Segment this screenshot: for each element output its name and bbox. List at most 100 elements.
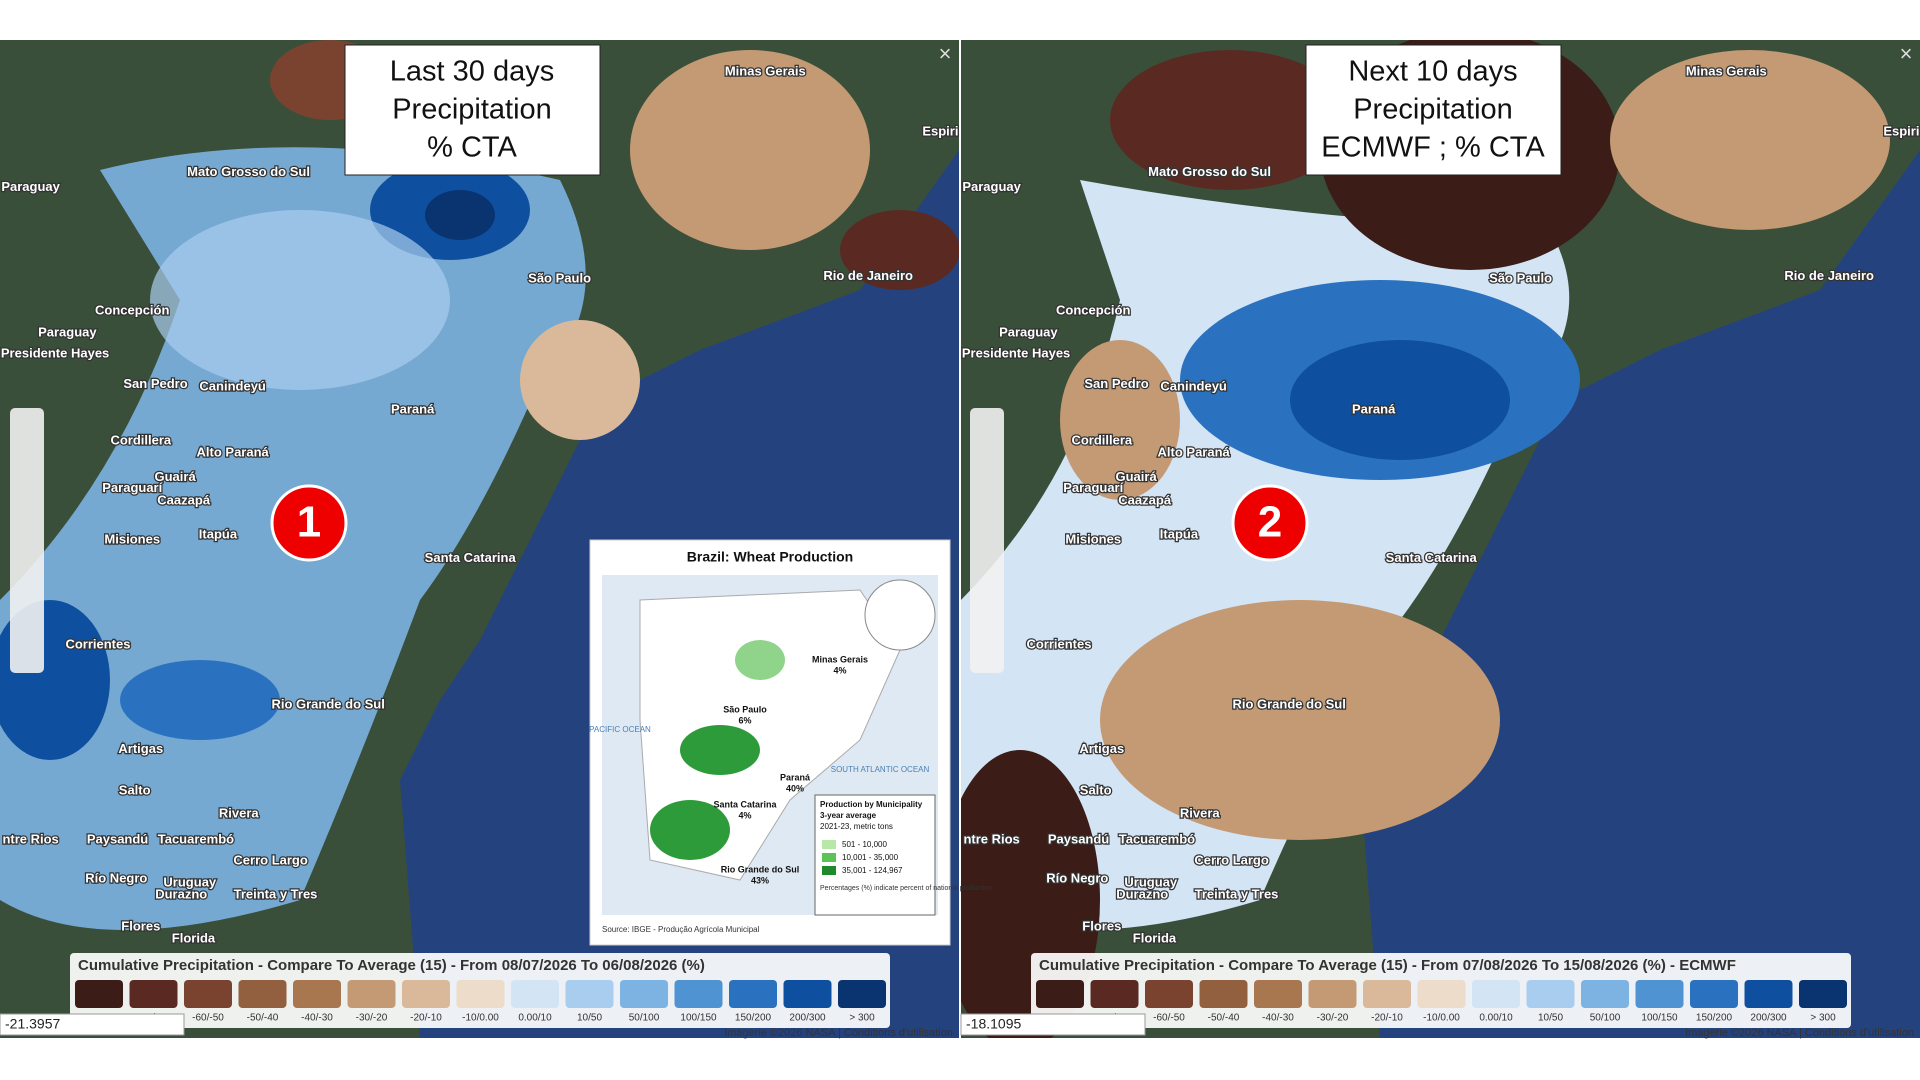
map-label: Minas Gerais: [1686, 64, 1767, 79]
legend-swatch: [1744, 980, 1793, 1008]
map-label: San Pedro: [123, 376, 187, 391]
map-label: Flores: [1082, 918, 1121, 933]
map-label: Itapúa: [199, 527, 238, 542]
legend-swatch: [511, 980, 559, 1008]
legend-label: -60/-50: [1153, 1013, 1185, 1024]
legend-label: 100/150: [680, 1013, 717, 1024]
map-label: Mato Grosso do Sul: [1148, 164, 1271, 179]
map-label: Paraguay: [38, 324, 97, 339]
map-label: Misiones: [104, 531, 160, 546]
legend-title: Cumulative Precipitation - Compare To Av…: [78, 957, 705, 974]
inset-state: 4%: [738, 810, 751, 820]
legend-label: -20/-10: [410, 1013, 442, 1024]
map-label: Cerro Largo: [233, 852, 307, 867]
legend-swatch: [1254, 980, 1302, 1008]
map-label: Salto: [119, 782, 151, 797]
inset-state: 4%: [833, 665, 846, 675]
legend-swatch: [1417, 980, 1466, 1008]
map-label: San Pedro: [1084, 376, 1148, 391]
map-label: Florida: [1133, 931, 1177, 946]
legend-swatch: [1145, 980, 1193, 1008]
map-label: São Paulo: [1489, 271, 1552, 286]
map-label: Paraná: [391, 402, 435, 417]
legend-label: 0.00/10: [1479, 1013, 1513, 1024]
title-line: Last 30 days: [390, 56, 554, 88]
map-label: Guairá: [1116, 469, 1158, 484]
map-label: Presidente Hayes: [962, 345, 1070, 360]
map-label: Alto Paraná: [1158, 444, 1231, 459]
inset-ocean: PACIFIC OCEAN: [589, 725, 651, 734]
title-box: [1305, 44, 1562, 176]
coordinates: -21.3957: [5, 1016, 60, 1032]
inset-state: Paraná: [780, 772, 811, 782]
map-label: Paraguay: [999, 324, 1058, 339]
legend-label: 50/100: [1590, 1013, 1621, 1024]
legend-swatch: [238, 980, 287, 1008]
inset-source: Source: IBGE - Produção Agrícola Municip…: [602, 925, 760, 934]
title-line: % CTA: [427, 132, 517, 164]
legend-swatch: [565, 980, 614, 1008]
inset: [589, 539, 951, 946]
legend-label: -30/-20: [1317, 1013, 1349, 1024]
legend-swatch: [184, 980, 232, 1008]
legend-label: 50/100: [629, 1013, 660, 1024]
map-label: Rio Grande do Sul: [271, 697, 384, 712]
legend-swatch: [75, 980, 123, 1008]
legend-swatch: [456, 980, 505, 1008]
legend-swatch: [1090, 980, 1139, 1008]
legend-label: -30/-20: [356, 1013, 388, 1024]
map-label: Cerro Largo: [1194, 852, 1268, 867]
legend-swatch: [1526, 980, 1575, 1008]
legend-swatch: [783, 980, 832, 1008]
map-label: Santa Catarina: [1386, 550, 1478, 565]
title-line: Precipitation: [392, 94, 552, 126]
legend-label: 150/200: [1696, 1013, 1733, 1024]
legend-label: 150/200: [735, 1013, 772, 1024]
map-label: Durazno: [155, 887, 207, 902]
map-label: Concepción: [95, 302, 169, 317]
legend-swatch: [1472, 980, 1520, 1008]
marker-number: 2: [1258, 498, 1282, 547]
legend-label: 100/150: [1641, 1013, 1678, 1024]
legend-label: 10/50: [1538, 1013, 1563, 1024]
map-label: Paysandú: [1048, 831, 1109, 846]
legend-swatch: [129, 980, 178, 1008]
legend-label: 0.00/10: [518, 1013, 552, 1024]
map-label: Treinta y Tres: [1195, 887, 1279, 902]
legend-swatch: [1308, 980, 1357, 1008]
inset-state: Rio Grande do Sul: [721, 864, 800, 874]
map-label: Paraná: [1352, 402, 1396, 417]
map-label: Artigas: [118, 741, 163, 756]
legend-label: 200/300: [1750, 1013, 1787, 1024]
map-label: Uruguay: [163, 874, 217, 889]
inset-legend-text: 3-year average: [820, 811, 877, 820]
map-label: Caazapá: [157, 492, 211, 507]
legend-label: 200/300: [789, 1013, 826, 1024]
map-label: Espiri: [1883, 124, 1919, 139]
legend-swatch: [347, 980, 396, 1008]
map-label: Tacuarembó: [1119, 831, 1195, 846]
map-label: Santa Catarina: [425, 550, 517, 565]
legend-swatch: [620, 980, 668, 1008]
map-label: Río Negro: [85, 871, 147, 886]
inset-title: Brazil: Wheat Production: [687, 549, 853, 565]
legend-label: -10/0.00: [462, 1013, 499, 1024]
legend-label: -40/-30: [1262, 1013, 1294, 1024]
legend-label: -40/-30: [301, 1013, 333, 1024]
map-label: Durazno: [1116, 887, 1168, 902]
map-label: Salto: [1080, 782, 1112, 797]
map-label: Canindeyú: [199, 378, 266, 393]
coordinates-box: [0, 1013, 185, 1036]
inset-legend-text: 2021-23, metric tons: [820, 822, 893, 831]
inset-legend-text: Production by Municipality: [820, 800, 923, 809]
map-label: Paraguay: [962, 179, 1021, 194]
map-label: São Paulo: [528, 271, 591, 286]
inset-ocean: SOUTH ATLANTIC OCEAN: [831, 765, 930, 774]
map-label: Cordillera: [110, 432, 171, 447]
map-label: Rio de Janeiro: [823, 268, 913, 283]
legend-swatch: [1799, 980, 1847, 1008]
map-label: Concepción: [1056, 302, 1130, 317]
attribution: Imagerie ©2026 NASA | Conditions d'utili…: [724, 1027, 953, 1039]
inset-state: 43%: [751, 875, 769, 885]
